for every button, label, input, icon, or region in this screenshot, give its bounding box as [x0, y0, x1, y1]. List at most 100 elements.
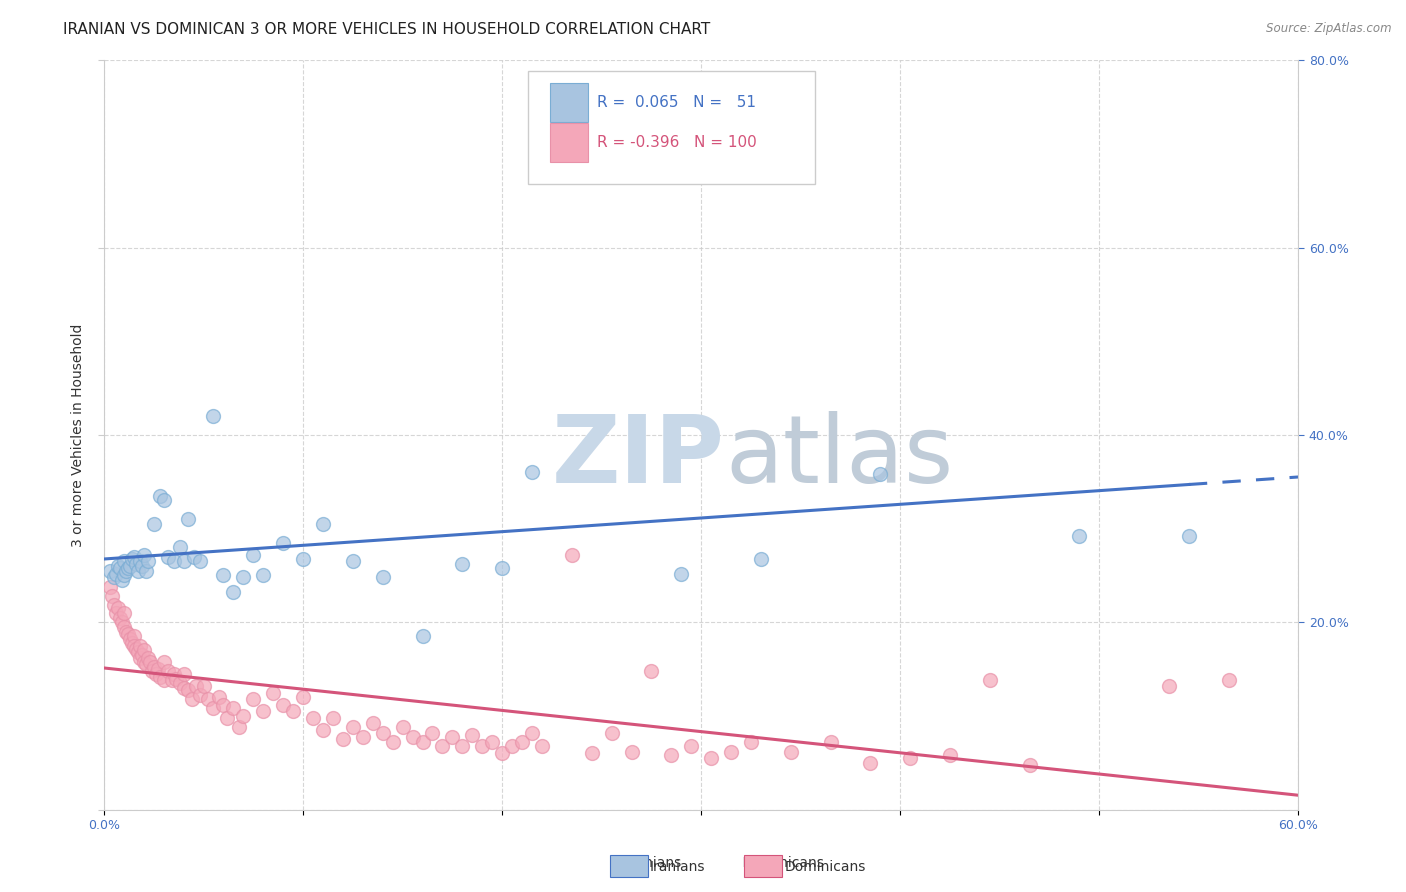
- Point: [600, 726, 623, 740]
- Point: [163, 554, 186, 568]
- Point: [510, 735, 533, 749]
- Point: [242, 548, 264, 562]
- Y-axis label: 3 or more Vehicles in Household: 3 or more Vehicles in Household: [72, 323, 86, 547]
- Point: [898, 751, 921, 765]
- Point: [202, 701, 225, 715]
- Point: [188, 689, 211, 703]
- Point: [640, 664, 662, 678]
- Point: [520, 726, 543, 740]
- Point: [111, 573, 134, 587]
- Point: [121, 636, 143, 650]
- Text: Iranians              Dominicans: Iranians Dominicans: [582, 855, 824, 870]
- FancyBboxPatch shape: [550, 123, 588, 162]
- Point: [135, 657, 157, 672]
- Point: [332, 732, 354, 747]
- Point: [581, 747, 603, 761]
- Point: [135, 564, 157, 578]
- Point: [112, 606, 135, 620]
- Point: [271, 698, 294, 712]
- Point: [132, 548, 155, 562]
- Point: [103, 570, 125, 584]
- Point: [720, 745, 742, 759]
- Point: [740, 735, 762, 749]
- Point: [561, 548, 583, 562]
- Point: [136, 651, 159, 665]
- Point: [749, 551, 772, 566]
- Point: [173, 681, 195, 695]
- Point: [371, 726, 394, 740]
- Point: [108, 561, 131, 575]
- Text: Dominicans: Dominicans: [785, 860, 866, 874]
- Point: [1157, 679, 1180, 693]
- Point: [451, 558, 474, 572]
- Point: [184, 679, 207, 693]
- Text: IRANIAN VS DOMINICAN 3 OR MORE VEHICLES IN HOUSEHOLD CORRELATION CHART: IRANIAN VS DOMINICAN 3 OR MORE VEHICLES …: [63, 22, 710, 37]
- Point: [491, 747, 513, 761]
- Point: [381, 735, 404, 749]
- Point: [107, 601, 129, 615]
- Point: [197, 692, 219, 706]
- Point: [142, 660, 165, 674]
- Text: R =  0.065   N =   51: R = 0.065 N = 51: [598, 95, 756, 111]
- Point: [117, 626, 139, 640]
- Point: [176, 682, 198, 697]
- Point: [111, 615, 134, 630]
- Point: [101, 589, 124, 603]
- Point: [292, 690, 315, 705]
- Point: [222, 585, 245, 599]
- Point: [146, 662, 169, 676]
- Point: [127, 645, 149, 659]
- Point: [128, 639, 150, 653]
- Point: [1178, 529, 1201, 543]
- Point: [125, 641, 148, 656]
- Point: [302, 711, 325, 725]
- Point: [98, 564, 121, 578]
- Point: [600, 165, 623, 179]
- Point: [779, 745, 801, 759]
- FancyBboxPatch shape: [550, 83, 588, 122]
- Point: [411, 629, 433, 643]
- Point: [422, 726, 444, 740]
- Point: [271, 535, 294, 549]
- Text: atlas: atlas: [725, 411, 953, 503]
- Point: [131, 648, 153, 662]
- Point: [128, 651, 150, 665]
- Point: [132, 643, 155, 657]
- Point: [183, 549, 205, 564]
- Point: [869, 467, 891, 482]
- Point: [252, 704, 274, 718]
- Point: [142, 516, 165, 531]
- Point: [112, 568, 135, 582]
- Point: [481, 735, 503, 749]
- Point: [217, 711, 239, 725]
- Point: [212, 568, 235, 582]
- Point: [659, 748, 682, 763]
- Point: [501, 739, 523, 753]
- Point: [131, 559, 153, 574]
- Point: [188, 554, 211, 568]
- Point: [352, 730, 374, 744]
- Text: Iranians: Iranians: [650, 860, 704, 874]
- Point: [156, 549, 179, 564]
- Point: [115, 624, 138, 639]
- Point: [141, 664, 163, 678]
- Point: [136, 554, 159, 568]
- Point: [112, 554, 135, 568]
- Point: [104, 606, 127, 620]
- Point: [1069, 529, 1091, 543]
- Point: [128, 554, 150, 568]
- Point: [232, 570, 254, 584]
- Point: [1218, 673, 1240, 688]
- Point: [115, 564, 138, 578]
- Point: [173, 666, 195, 681]
- Point: [681, 739, 703, 753]
- Point: [121, 551, 143, 566]
- Point: [530, 739, 553, 753]
- Point: [152, 655, 174, 669]
- Point: [859, 756, 882, 770]
- Point: [98, 580, 121, 594]
- Point: [169, 541, 191, 555]
- Point: [122, 639, 145, 653]
- Point: [979, 673, 1001, 688]
- Point: [451, 739, 474, 753]
